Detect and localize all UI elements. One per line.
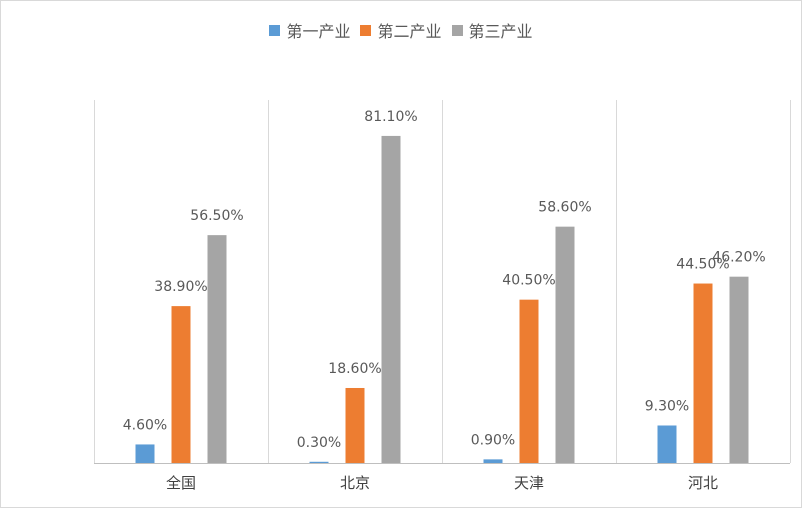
legend-item-series-1: 第一产业 (269, 18, 350, 42)
legend-swatch-series-1 (269, 24, 281, 36)
legend-swatch-series-3 (451, 24, 463, 36)
legend-item-series-3: 第三产业 (451, 18, 533, 42)
bar-河北-第三产业 (729, 276, 749, 463)
legend-item-series-2: 第二产业 (360, 18, 442, 42)
data-label-全国-第二产业: 38.90% (154, 279, 207, 295)
data-label-天津-第一产业: 0.90% (471, 432, 515, 448)
x-tick-label-0: 全国 (166, 474, 196, 492)
x-tick-label-3: 河北 (688, 474, 718, 492)
bar-全国-第一产业 (135, 444, 155, 463)
data-label-天津-第二产业: 40.50% (502, 273, 555, 289)
data-label-河北-第一产业: 9.30% (645, 398, 689, 414)
legend-label-series-1: 第一产业 (286, 22, 351, 41)
data-label-河北-第三产业: 46.20% (712, 250, 765, 266)
bar-北京-第二产业 (345, 387, 365, 463)
data-label-北京-第二产业: 18.60% (328, 361, 381, 377)
x-tick-label-2: 天津 (514, 474, 544, 492)
bar-河北-第一产业 (657, 425, 677, 463)
bar-全国-第三产业 (207, 235, 227, 463)
bar-天津-第三产业 (555, 226, 575, 463)
bar-北京-第一产业 (309, 461, 329, 463)
legend-label-series-2: 第二产业 (377, 22, 442, 41)
data-label-北京-第一产业: 0.30% (297, 435, 341, 451)
bar-北京-第三产业 (381, 135, 401, 463)
legend-label-series-3: 第三产业 (468, 22, 533, 41)
chart-legend: 第一产业 第二产业 第三产业 (0, 18, 802, 42)
data-label-全国-第三产业: 56.50% (190, 208, 243, 224)
data-label-北京-第三产业: 81.10% (364, 109, 417, 125)
bar-河北-第二产业 (693, 283, 713, 463)
data-label-天津-第三产业: 58.60% (538, 200, 591, 216)
data-label-河北-第二产业: 44.50% (676, 257, 729, 273)
bar-天津-第二产业 (519, 299, 539, 463)
bar-全国-第二产业 (171, 306, 191, 463)
data-label-全国-第一产业: 4.60% (123, 417, 167, 433)
bar-天津-第一产业 (483, 459, 503, 463)
legend-swatch-series-2 (360, 24, 372, 36)
x-tick-label-1: 北京 (340, 474, 370, 492)
